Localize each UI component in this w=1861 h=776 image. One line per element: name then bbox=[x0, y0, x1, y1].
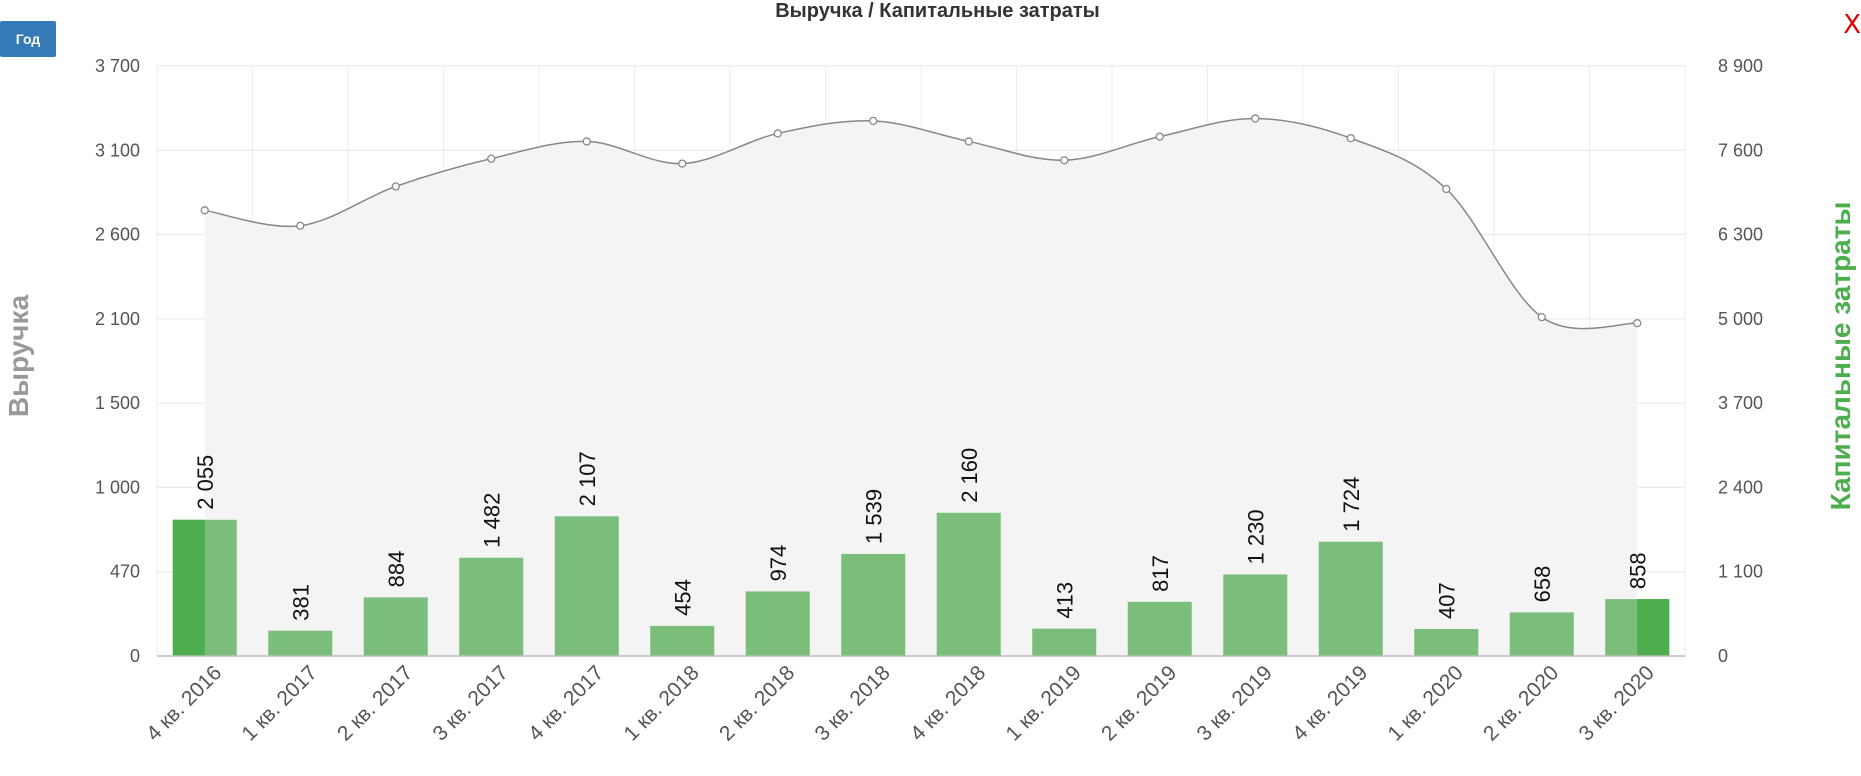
revenue-point bbox=[1155, 132, 1164, 141]
revenue-point bbox=[391, 182, 400, 191]
capex-bar bbox=[1414, 629, 1479, 656]
y-right-tick-label: 8 900 bbox=[1718, 56, 1763, 76]
revenue-point bbox=[582, 137, 591, 146]
capex-bar bbox=[459, 557, 524, 656]
x-tick-label: 2 кв. 2018 bbox=[715, 661, 799, 745]
x-tick-label: 3 кв. 2020 bbox=[1574, 661, 1658, 745]
capex-data-label: 413 bbox=[1052, 582, 1077, 619]
revenue-area-series bbox=[200, 114, 1642, 656]
capex-bar bbox=[1318, 541, 1383, 656]
capex-data-label: 1 724 bbox=[1339, 477, 1364, 532]
close-icon[interactable]: X bbox=[1843, 10, 1861, 40]
capex-data-label: 1 539 bbox=[861, 489, 886, 544]
revenue-point bbox=[773, 129, 782, 138]
capex-bar bbox=[841, 553, 906, 656]
x-tick-label: 1 кв. 2019 bbox=[1001, 661, 1085, 745]
revenue-point bbox=[678, 159, 687, 168]
capex-bar-series bbox=[172, 512, 1670, 656]
y-right-tick-label: 2 400 bbox=[1718, 477, 1763, 497]
y-right-tick-label: 6 300 bbox=[1718, 225, 1763, 245]
y-left-tick-label: 3 700 bbox=[95, 56, 140, 76]
x-tick-label: 1 кв. 2018 bbox=[619, 661, 703, 745]
capex-data-label: 1 230 bbox=[1243, 509, 1268, 564]
capex-data-label: 381 bbox=[288, 584, 313, 621]
y-right-tick-label: 3 700 bbox=[1718, 393, 1763, 413]
x-tick-label: 2 кв. 2020 bbox=[1479, 661, 1563, 745]
y-left-tick-label: 3 100 bbox=[95, 140, 140, 160]
x-tick-label: 2 кв. 2019 bbox=[1097, 661, 1181, 745]
y-left-tick-label: 0 bbox=[130, 646, 140, 666]
capex-data-label: 858 bbox=[1625, 552, 1650, 589]
capex-data-label: 2 160 bbox=[957, 448, 982, 503]
revenue-point bbox=[1346, 134, 1355, 143]
revenue-point bbox=[1060, 156, 1069, 165]
capex-data-label: 2 107 bbox=[575, 451, 600, 506]
revenue-point bbox=[296, 221, 305, 230]
capex-data-label: 454 bbox=[670, 579, 695, 616]
revenue-point bbox=[869, 116, 878, 126]
y-right-axis-title: Капитальные затраты bbox=[1825, 202, 1856, 511]
x-tick-label: 4 кв. 2019 bbox=[1288, 661, 1372, 745]
y-left-axis-title: Выручка bbox=[3, 294, 34, 417]
x-tick-label: 3 кв. 2017 bbox=[428, 661, 512, 745]
x-tick-label: 2 кв. 2017 bbox=[333, 661, 417, 745]
x-tick-label: 4 кв. 2018 bbox=[906, 661, 990, 745]
capex-bar bbox=[268, 630, 333, 656]
x-tick-label: 1 кв. 2017 bbox=[237, 661, 321, 745]
capex-data-label: 2 055 bbox=[193, 455, 218, 510]
y-right-tick-label: 1 100 bbox=[1718, 562, 1763, 582]
capex-bar-highlight bbox=[1637, 599, 1670, 656]
capex-bar bbox=[745, 591, 810, 656]
capex-bar bbox=[363, 597, 428, 656]
y-right-tick-label: 7 600 bbox=[1718, 140, 1763, 160]
capex-bar-highlight bbox=[172, 519, 205, 656]
chart-title: Выручка / Капитальные затраты bbox=[775, 0, 1100, 22]
revenue-area-fill bbox=[204, 118, 1638, 656]
x-tick-label: 1 кв. 2020 bbox=[1383, 661, 1467, 745]
y-left-tick-label: 2 100 bbox=[95, 309, 140, 329]
capex-data-label: 884 bbox=[384, 551, 409, 588]
capex-bar bbox=[936, 512, 1001, 656]
y-right-tick-label: 5 000 bbox=[1718, 309, 1763, 329]
capex-data-label: 974 bbox=[766, 545, 791, 582]
revenue-line bbox=[204, 117, 1638, 330]
capex-data-label: 407 bbox=[1434, 582, 1459, 619]
capex-bar bbox=[554, 516, 619, 656]
revenue-point bbox=[1633, 319, 1642, 328]
revenue-point bbox=[487, 154, 496, 163]
y-left-tick-label: 1 500 bbox=[95, 393, 140, 413]
y-left-tick-label: 2 600 bbox=[95, 225, 140, 245]
x-tick-label: 3 кв. 2018 bbox=[810, 661, 894, 745]
capex-bar bbox=[1509, 612, 1574, 656]
y-left-tick-label: 1 000 bbox=[95, 477, 140, 497]
revenue-point bbox=[200, 206, 209, 215]
revenue-point bbox=[964, 137, 973, 146]
capex-bar bbox=[1127, 601, 1192, 656]
y-left-tick-label: 470 bbox=[110, 562, 140, 582]
x-tick-label: 4 кв. 2016 bbox=[142, 661, 226, 745]
revenue-point bbox=[1251, 114, 1260, 123]
capex-data-label: 1 482 bbox=[479, 493, 504, 548]
capex-data-label: 658 bbox=[1530, 566, 1555, 603]
data-labels: 2 055 381 884 1 482 2 107 454 974 1 539 2 160 413… bbox=[193, 448, 1651, 621]
capex-bar bbox=[650, 625, 715, 656]
capex-bar bbox=[1032, 628, 1097, 656]
period-year-button[interactable]: Год bbox=[0, 21, 56, 57]
x-tick-label: 4 кв. 2017 bbox=[524, 661, 608, 745]
capex-data-label: 817 bbox=[1148, 555, 1173, 592]
revenue-point bbox=[1537, 312, 1546, 322]
x-tick-label: 3 кв. 2019 bbox=[1192, 661, 1276, 745]
capex-bar bbox=[1223, 574, 1288, 656]
revenue-point bbox=[1442, 184, 1451, 194]
y-right-tick-label: 0 bbox=[1718, 646, 1728, 666]
